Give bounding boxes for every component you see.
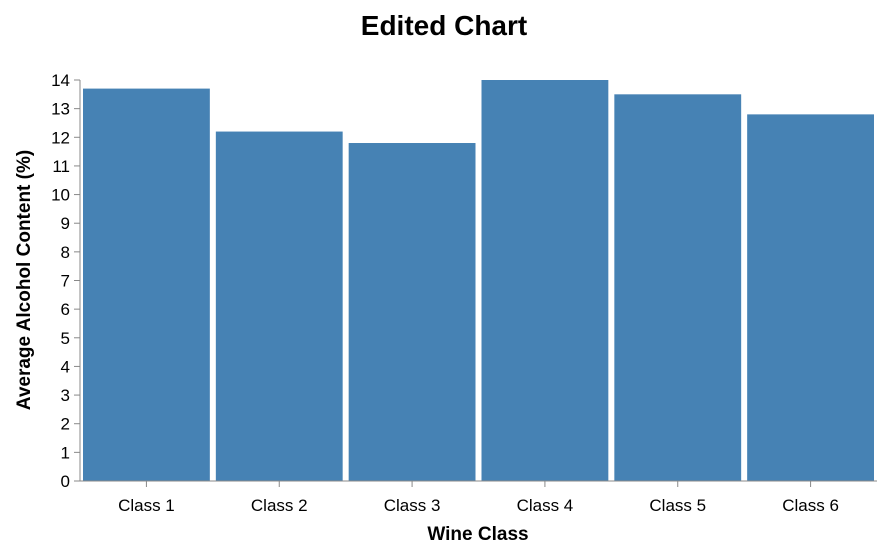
bar-class-4 bbox=[481, 80, 609, 481]
y-tick-label: 6 bbox=[61, 300, 70, 319]
y-tick-label: 13 bbox=[51, 100, 70, 119]
y-axis-title: Average Alcohol Content (%) bbox=[14, 150, 35, 410]
y-tick-label: 3 bbox=[61, 386, 70, 405]
x-axis: Class 1 Class 2 Class 3 Class 4 Class 5 Class… bbox=[80, 480, 877, 515]
x-tick-label: Class 2 bbox=[251, 496, 308, 515]
bar-class-2 bbox=[215, 131, 343, 482]
bar-class-3 bbox=[348, 143, 476, 481]
chart-title: Edited Chart bbox=[361, 10, 527, 41]
y-tick-label: 11 bbox=[52, 157, 70, 176]
x-tick-label: Class 3 bbox=[384, 496, 441, 515]
y-tick-label: 8 bbox=[61, 243, 70, 262]
y-tick-label: 5 bbox=[61, 329, 70, 348]
x-tick-label: Class 5 bbox=[649, 496, 706, 515]
x-tick-label: Class 6 bbox=[782, 496, 839, 515]
y-tick-label: 12 bbox=[51, 128, 70, 147]
y-tick-label: 14 bbox=[51, 71, 70, 90]
y-tick-label: 1 bbox=[61, 443, 70, 462]
y-tick-label: 0 bbox=[61, 472, 70, 491]
x-ticks: Class 1 Class 2 Class 3 Class 4 Class 5 Class… bbox=[118, 481, 839, 515]
x-tick-label: Class 1 bbox=[118, 496, 175, 515]
bars-group bbox=[83, 80, 874, 482]
x-axis-title: Wine Class bbox=[427, 524, 528, 545]
bar-class-5 bbox=[614, 94, 742, 482]
y-tick-label: 4 bbox=[61, 357, 70, 376]
y-tick-label: 7 bbox=[61, 272, 70, 291]
y-tick-label: 9 bbox=[61, 214, 70, 233]
x-tick-label: Class 4 bbox=[517, 496, 574, 515]
bar-class-6 bbox=[747, 114, 874, 481]
bar-class-1 bbox=[83, 88, 210, 481]
y-tick-label: 10 bbox=[51, 186, 70, 205]
y-tick-label: 2 bbox=[61, 415, 70, 434]
